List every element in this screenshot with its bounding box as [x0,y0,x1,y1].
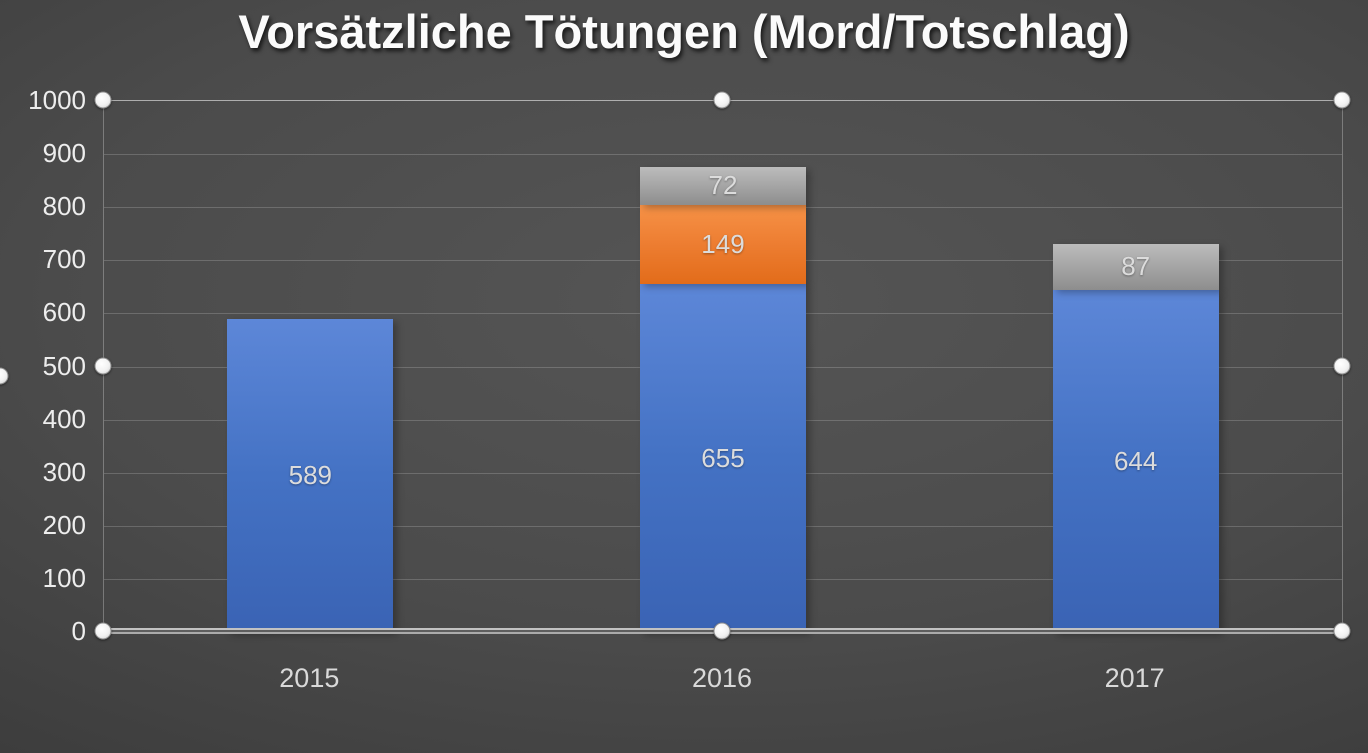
selection-handle[interactable] [713,622,731,640]
x-axis-category-label: 2015 [279,663,340,693]
y-axis-tick-label: 700 [42,244,86,275]
y-axis-tick-label: 200 [42,509,86,540]
y-axis-tick-label: 400 [42,403,86,434]
x-axis-category-label: 2017 [1104,663,1165,693]
selection-handle[interactable] [1333,91,1351,109]
chart-footer: Quelle: BKA Anzahl Mordopfer Opfer Germa… [0,690,1368,753]
y-axis-tick-label: 500 [42,350,86,381]
x-axis-category-label: 2016 [691,663,753,693]
y-axis-tick-label: 300 [42,456,86,487]
y-axis-tick-label: 600 [42,297,86,328]
bar-segment-2016[interactable]: 655 [640,284,806,632]
bar-value-label: 149 [701,229,745,260]
bar-segment-2016[interactable]: 149 [640,205,806,285]
y-axis-tick-label: 1000 [28,85,86,115]
bar-value-label: 589 [288,460,333,491]
bar-value-label: 87 [1121,251,1151,282]
selection-handle[interactable] [94,622,112,640]
bar-value-label: 655 [701,442,745,473]
selection-handle[interactable] [1333,622,1351,640]
y-axis-tick-label: 0 [71,616,86,646]
y-axis-tick-label: 800 [42,191,86,222]
bar-value-label: 644 [1113,445,1158,476]
y-axis-tick-label: 900 [42,138,86,169]
selection-handle[interactable] [94,91,112,109]
selection-handle[interactable] [713,91,731,109]
plot-area[interactable]: 589 655 149 72 644 87 [103,100,1343,632]
chart-title: Vorsätzliche Tötungen (Mord/Totschlag) [238,5,1130,58]
bar-segment-2015[interactable]: 589 [227,319,394,632]
selection-handle[interactable] [94,357,112,374]
selection-handle[interactable] [1333,357,1351,374]
bar-segment-2016[interactable]: 72 [640,166,806,206]
y-axis-tick-label: 100 [42,562,86,593]
gridline [104,154,1342,156]
bar-segment-2017[interactable]: 87 [1052,243,1219,291]
bar-segment-2017[interactable]: 644 [1052,290,1219,632]
bar-value-label: 72 [708,170,738,201]
